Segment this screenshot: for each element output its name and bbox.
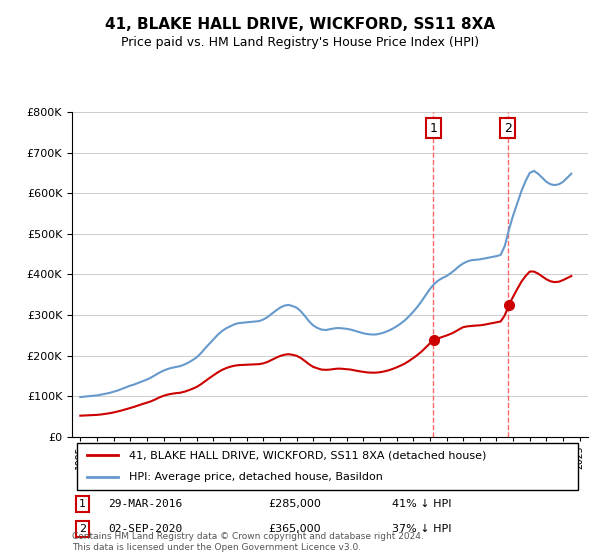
Text: £285,000: £285,000 bbox=[268, 499, 321, 509]
Text: 1: 1 bbox=[79, 499, 86, 509]
Text: Contains HM Land Registry data © Crown copyright and database right 2024.
This d: Contains HM Land Registry data © Crown c… bbox=[72, 532, 424, 552]
Text: 1: 1 bbox=[430, 122, 437, 135]
Text: 41% ↓ HPI: 41% ↓ HPI bbox=[392, 499, 451, 509]
Text: 41, BLAKE HALL DRIVE, WICKFORD, SS11 8XA (detached house): 41, BLAKE HALL DRIVE, WICKFORD, SS11 8XA… bbox=[129, 450, 486, 460]
Text: Price paid vs. HM Land Registry's House Price Index (HPI): Price paid vs. HM Land Registry's House … bbox=[121, 36, 479, 49]
Text: 41, BLAKE HALL DRIVE, WICKFORD, SS11 8XA: 41, BLAKE HALL DRIVE, WICKFORD, SS11 8XA bbox=[105, 17, 495, 32]
Text: 02-SEP-2020: 02-SEP-2020 bbox=[108, 524, 182, 534]
Text: 37% ↓ HPI: 37% ↓ HPI bbox=[392, 524, 451, 534]
Text: 29-MAR-2016: 29-MAR-2016 bbox=[108, 499, 182, 509]
FancyBboxPatch shape bbox=[77, 443, 578, 490]
Text: HPI: Average price, detached house, Basildon: HPI: Average price, detached house, Basi… bbox=[129, 472, 383, 482]
Text: 2: 2 bbox=[503, 122, 512, 135]
Text: 2: 2 bbox=[79, 524, 86, 534]
Text: £365,000: £365,000 bbox=[268, 524, 321, 534]
